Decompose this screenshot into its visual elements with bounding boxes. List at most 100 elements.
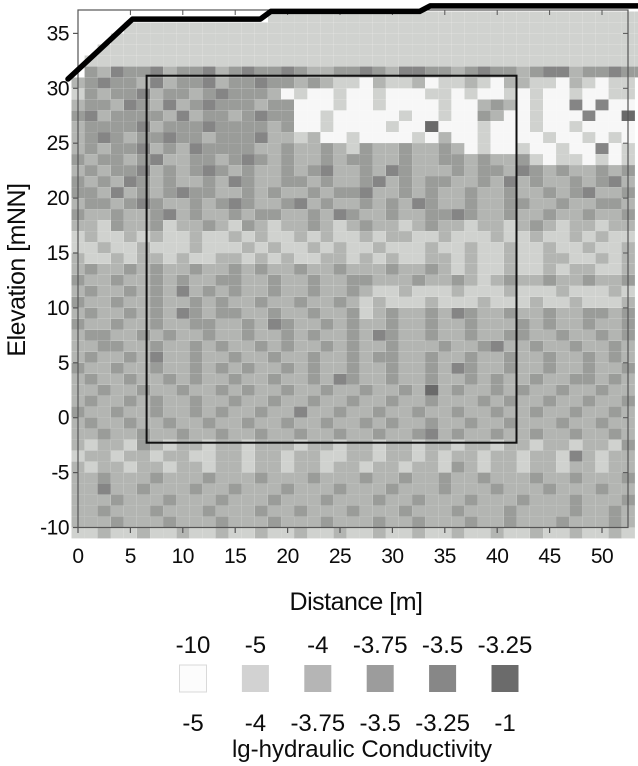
heatmap-cell	[477, 494, 491, 506]
heatmap-cell	[529, 164, 544, 177]
heatmap-cell	[293, 110, 308, 122]
heatmap-cell	[346, 450, 360, 462]
heatmap-cell	[176, 439, 190, 451]
legend-upper-bound-label: -3.25	[478, 632, 533, 659]
heatmap-cell	[110, 307, 125, 320]
heatmap-cell	[228, 186, 242, 199]
heatmap-cell	[529, 505, 544, 517]
heatmap-cell	[385, 77, 400, 89]
legend-upper-bound-label: -3.5	[422, 632, 463, 659]
heatmap-cell	[582, 395, 596, 407]
heatmap-cell	[346, 362, 360, 375]
heatmap-cell	[464, 208, 478, 221]
heatmap-cell	[215, 318, 229, 331]
heatmap-cell	[542, 439, 557, 451]
heatmap-cell	[346, 406, 360, 418]
heatmap-cell	[202, 362, 216, 375]
heatmap-cell	[267, 241, 282, 254]
heatmap-cell	[359, 351, 373, 364]
heatmap-cell	[110, 197, 125, 210]
heatmap-cell	[555, 186, 570, 199]
heatmap-cell	[542, 66, 557, 78]
heatmap-cell	[438, 55, 452, 67]
heatmap-cell	[464, 55, 478, 67]
heatmap-cell	[359, 77, 373, 89]
heatmap-cell	[307, 88, 321, 100]
heatmap-cell	[267, 362, 282, 375]
heatmap-cell	[346, 33, 360, 45]
heatmap-cell	[162, 373, 177, 386]
heatmap-cell	[398, 472, 413, 484]
heatmap-cell	[477, 44, 491, 56]
heatmap-cell	[503, 428, 518, 440]
heatmap-cell	[529, 186, 544, 199]
heatmap-cell	[346, 208, 360, 221]
heatmap-cell	[555, 395, 570, 407]
heatmap-cell	[398, 395, 413, 407]
heatmap-cell	[110, 318, 125, 331]
heatmap-cell	[503, 175, 518, 188]
heatmap-cell	[333, 494, 347, 506]
heatmap-cell	[516, 351, 531, 364]
heatmap-cell	[280, 219, 295, 232]
heatmap-cell	[555, 230, 570, 243]
legend-title: lg-hydraulic Conductivity	[232, 736, 492, 763]
heatmap-cell	[529, 296, 544, 309]
heatmap-cell	[97, 252, 112, 265]
heatmap-cell	[359, 494, 373, 506]
heatmap-cell	[359, 395, 373, 407]
heatmap-cell	[267, 197, 282, 210]
heatmap-cell	[372, 472, 387, 484]
heatmap-cell	[542, 483, 557, 495]
heatmap-cell	[110, 527, 125, 539]
heatmap-cell	[136, 417, 151, 429]
heatmap-cell	[149, 88, 164, 100]
heatmap-cell	[438, 208, 452, 221]
heatmap-cell	[529, 120, 544, 133]
heatmap-cell	[202, 307, 216, 320]
heatmap-cell	[372, 252, 387, 265]
heatmap-cell	[569, 120, 583, 133]
heatmap-cell	[398, 483, 413, 495]
heatmap-cell	[346, 44, 360, 56]
heatmap-cell	[162, 439, 177, 451]
heatmap-cell	[372, 450, 387, 462]
heatmap-cell	[202, 395, 216, 407]
heatmap-cell	[228, 417, 242, 429]
heatmap-cell	[110, 329, 125, 342]
heatmap-cell	[490, 88, 504, 100]
heatmap-cell	[595, 142, 609, 155]
heatmap-cell	[424, 11, 439, 23]
heatmap-cell	[411, 307, 426, 320]
x-tick-label: 20	[276, 545, 298, 568]
heatmap-cell	[569, 483, 583, 495]
heatmap-cell	[451, 527, 465, 539]
heatmap-cell	[333, 241, 347, 254]
heatmap-cell	[569, 373, 583, 386]
heatmap-cell	[372, 384, 387, 396]
heatmap-cell	[477, 318, 491, 331]
heatmap-cell	[346, 516, 360, 528]
heatmap-cell	[189, 307, 203, 320]
heatmap-cell	[398, 285, 413, 298]
heatmap-cell	[385, 461, 400, 473]
heatmap-cell	[634, 33, 638, 45]
heatmap-cell	[215, 120, 229, 133]
heatmap-cell	[254, 22, 269, 34]
heatmap-cell	[372, 340, 387, 353]
heatmap-cell	[149, 230, 164, 243]
heatmap-cell	[136, 494, 151, 506]
heatmap-cell	[293, 274, 308, 287]
heatmap-cell	[162, 77, 177, 89]
heatmap-cell	[477, 516, 491, 528]
heatmap-cell	[529, 439, 544, 451]
heatmap-cell	[608, 55, 622, 67]
heatmap-cell	[477, 351, 491, 364]
heatmap-cell	[595, 351, 609, 364]
heatmap-cell	[372, 428, 387, 440]
heatmap-cell	[176, 33, 190, 45]
heatmap-cell	[595, 263, 609, 276]
heatmap-cell	[84, 461, 98, 473]
heatmap-cell	[516, 483, 531, 495]
legend-swatch	[366, 665, 394, 692]
